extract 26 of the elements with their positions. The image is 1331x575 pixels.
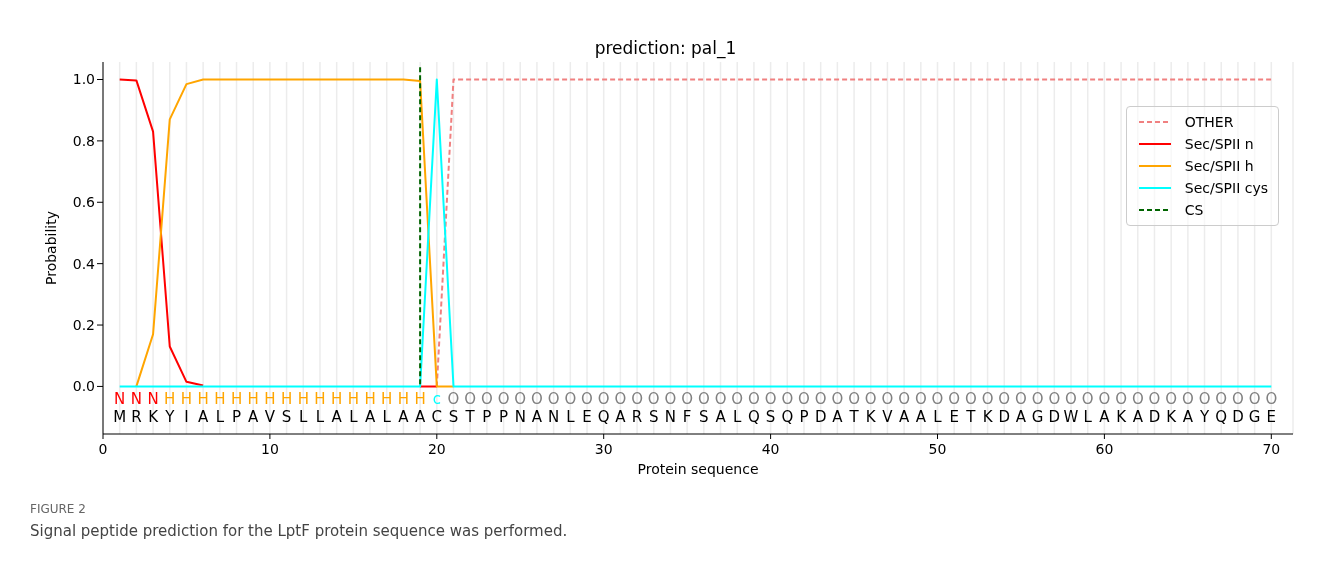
x-tick-label: 60 [1095,441,1114,457]
y-tick-label: 0.0 [72,378,95,395]
x-tick-label: 30 [594,441,613,457]
x-tick-label: 20 [427,441,446,457]
text: M R K Y I A L P A V S L L A L A L A A C S T P P N A N L E Q A R S N F S A L Q S Q P D A T K V A A L E T K D A G D W L A K A D K A Y Q D G E [113,408,1277,427]
text: N N N H H H H H H H H H H H H H H H H c O O O O O O O O O O O O O O O O O O O O O O O O O O O O O O O O O O O O O O O O O O O O O O O O O O [114,389,1278,408]
y-tick-label: 0.4 [72,255,96,272]
y-tick-label: 0.6 [72,194,96,211]
x-axis-title: Protein sequence [637,461,759,477]
legend-label: OTHER [1184,113,1234,132]
caption: FIGURE 2 [30,502,87,516]
y-tick-label: 0.2 [72,317,95,334]
legend-label: Sec/SPII cys [1184,179,1268,198]
x-tick-label: 70 [1262,441,1281,457]
chart-title: prediction: pal_1 [593,38,738,60]
y-tick-label: 1.0 [72,71,95,88]
x-tick-label: 10 [260,441,279,457]
x-tick-label: 0 [98,441,108,457]
legend-label: CS [1184,201,1204,220]
y-tick-label: 0.8 [72,132,95,149]
legend-label: Sec/SPII n [1184,135,1254,154]
text: Signal peptide prediction for the LptF protein sequence was performed. [30,522,569,540]
x-tick-label: 50 [928,441,947,457]
legend-label: Sec/SPII h [1184,157,1254,176]
y-axis-title: Probability [42,210,59,286]
x-tick-label: 40 [761,441,780,457]
